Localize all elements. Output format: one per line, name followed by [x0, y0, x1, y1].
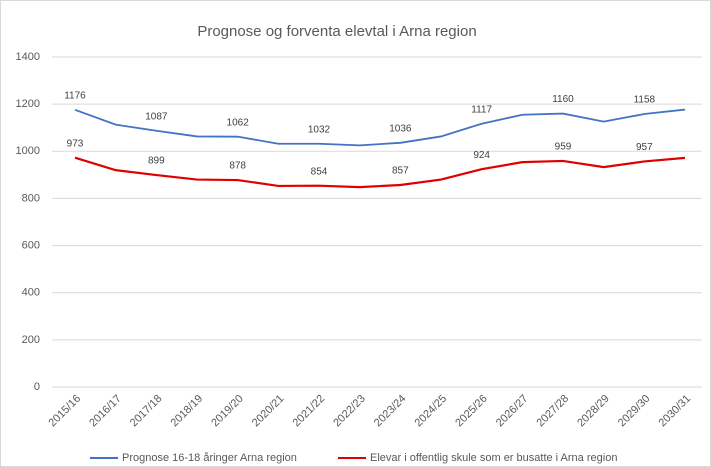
data-label: 1176 [64, 90, 86, 101]
data-label: 1160 [552, 94, 574, 105]
data-label: 924 [473, 150, 490, 161]
y-tick-label: 800 [22, 192, 40, 204]
series-line [74, 156, 686, 189]
data-label: 1062 [227, 117, 250, 128]
data-label: 959 [555, 142, 572, 153]
legend-label: Prognose 16-18 åringer Arna region [122, 452, 297, 464]
data-label: 957 [636, 142, 653, 153]
data-label: 854 [311, 166, 328, 177]
y-tick-label: 1400 [16, 51, 40, 63]
y-tick-label: 200 [22, 334, 40, 346]
data-label: 1117 [471, 104, 492, 115]
y-tick-label: 600 [22, 239, 40, 251]
y-tick-label: 1200 [16, 98, 40, 110]
y-tick-label: 400 [22, 287, 40, 299]
series-line [74, 108, 686, 147]
legend-label: Elevar i offentlig skule som er busatte … [370, 452, 617, 464]
data-label: 1087 [145, 111, 168, 122]
data-label: 878 [229, 161, 246, 172]
data-label: 899 [148, 156, 165, 167]
chart-title: Prognose og forventa elevtal i Arna regi… [197, 23, 476, 40]
data-label: 1032 [308, 124, 331, 135]
data-label: 857 [392, 166, 409, 177]
y-tick-label: 0 [34, 381, 40, 393]
y-tick-label: 1000 [16, 145, 40, 157]
data-label: 1158 [634, 95, 656, 106]
data-label: 973 [67, 138, 84, 149]
data-label: 1036 [389, 123, 412, 134]
